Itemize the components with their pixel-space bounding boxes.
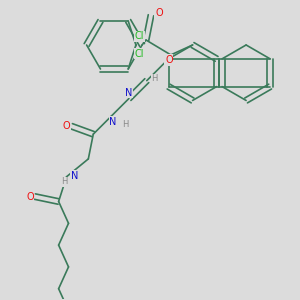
Text: H: H <box>61 177 68 186</box>
Text: O: O <box>63 121 70 131</box>
Text: O: O <box>155 8 163 18</box>
Text: H: H <box>122 120 128 129</box>
Text: Cl: Cl <box>134 31 144 41</box>
Text: O: O <box>26 192 34 202</box>
Text: O: O <box>165 55 172 65</box>
Text: N: N <box>125 88 133 98</box>
Text: Cl: Cl <box>134 49 144 59</box>
Text: N: N <box>71 171 78 181</box>
Text: N: N <box>110 117 117 127</box>
Text: H: H <box>152 74 158 83</box>
